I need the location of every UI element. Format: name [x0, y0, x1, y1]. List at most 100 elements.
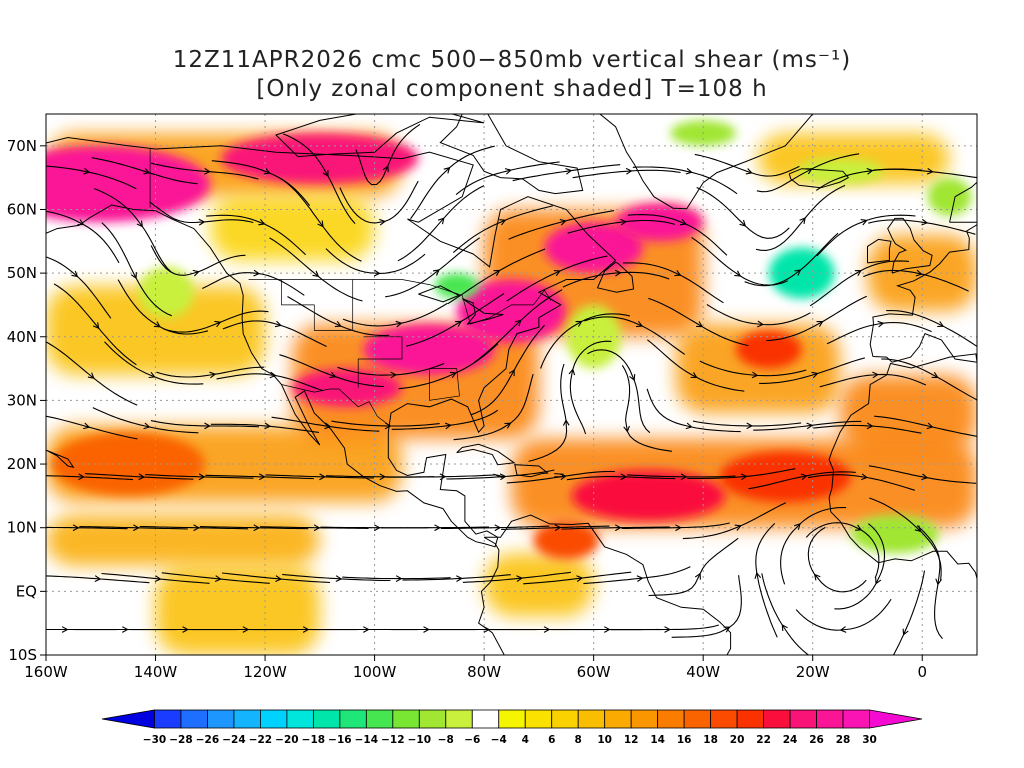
streamline-arrowhead: [694, 572, 701, 580]
streamline: [687, 468, 796, 480]
streamline-arrowhead: [504, 422, 512, 429]
streamline-arrowhead: [620, 218, 628, 226]
streamline: [874, 415, 977, 437]
streamline: [149, 201, 254, 224]
streamline: [646, 388, 741, 433]
streamline-arrowhead: [198, 473, 206, 481]
streamline-arrowhead: [319, 473, 326, 481]
streamline: [84, 473, 194, 480]
lon-tick-label: 100W: [353, 663, 397, 681]
streamline-arrowhead: [514, 319, 522, 327]
streamline-arrowhead: [258, 473, 266, 481]
streamline: [692, 420, 802, 427]
lat-tick-label: 10N: [7, 519, 37, 537]
streamline: [584, 316, 686, 355]
streamline-arrowhead: [800, 473, 808, 481]
streamline-arrowhead: [723, 626, 731, 633]
streamline-arrowhead: [937, 321, 945, 328]
streamline-arrowhead: [740, 473, 748, 481]
colorbar-swatch: [445, 709, 473, 729]
lat-tick-label: 30N: [7, 391, 37, 409]
streamline: [572, 169, 681, 179]
streamline-arrowhead: [854, 270, 862, 276]
colorbar-label: 14: [650, 734, 665, 746]
streamline-arrowhead: [935, 578, 942, 586]
streamline: [53, 283, 137, 366]
streamline: [540, 313, 631, 369]
streamline-arrowhead: [92, 322, 100, 330]
streamline: [627, 474, 736, 478]
colorbar-label: 8: [575, 734, 582, 746]
colorbar-swatch: [207, 709, 235, 729]
colorbar-label: −18: [302, 734, 325, 746]
colorbar-label: 10: [597, 734, 612, 746]
coastline: [418, 285, 461, 303]
streamline: [813, 424, 922, 434]
streamline: [869, 497, 942, 581]
streamline: [104, 341, 204, 385]
colorbar-swatch: [683, 709, 712, 729]
political-border: [429, 368, 460, 401]
streamline-arrowhead: [576, 575, 584, 582]
streamline: [398, 343, 499, 390]
streamline-arrowhead: [794, 269, 802, 276]
streamline-arrowhead: [816, 321, 824, 327]
streamline-arrowhead: [456, 575, 463, 582]
streamline: [868, 219, 976, 235]
streamline-arrowhead: [384, 422, 392, 430]
streamline-arrowhead: [132, 524, 140, 532]
streamline-arrowhead: [921, 473, 929, 481]
colorbar-swatch: [471, 709, 500, 729]
streamline-arrowhead: [926, 422, 934, 430]
streamline: [506, 255, 608, 302]
streamline-arrowhead: [872, 371, 880, 379]
streamline-arrowhead: [614, 269, 622, 277]
streamline: [873, 168, 977, 179]
streamline: [696, 186, 790, 239]
shading-band: [210, 196, 375, 261]
streamline: [621, 522, 730, 529]
colorbar-label: 28: [836, 734, 851, 746]
streamline: [755, 523, 778, 638]
streamline-arrowhead: [679, 219, 687, 226]
colorbar-swatch: [498, 709, 526, 729]
streamline-arrowhead: [734, 524, 742, 531]
streamline: [881, 358, 977, 401]
streamline: [93, 188, 172, 273]
streamline: [391, 409, 499, 430]
colorbar-label: 18: [703, 734, 718, 746]
lat-tick-label: 50N: [7, 264, 37, 282]
streamline-arrowhead: [568, 368, 576, 376]
streamline: [46, 341, 138, 406]
streamline: [139, 525, 249, 530]
colorbar-label: 16: [677, 734, 692, 746]
streamline: [583, 566, 691, 585]
streamline-arrowhead: [242, 626, 250, 633]
streamline-arrowhead: [636, 575, 644, 582]
streamline-arrowhead: [685, 167, 693, 175]
shading-feature: [221, 133, 419, 185]
colorbar-swatch: [392, 709, 420, 729]
colorbar-swatch: [180, 709, 208, 729]
colorbar-label: 12: [624, 734, 639, 746]
colorbar-swatch: [233, 709, 261, 729]
streamline-arrowhead: [604, 626, 611, 633]
streamline-arrowhead: [559, 218, 567, 226]
shading-feature: [533, 521, 600, 560]
streamline: [816, 214, 916, 257]
streamline-arrowhead: [866, 422, 874, 430]
streamline-arrowhead: [193, 524, 200, 532]
streamline-arrowhead: [839, 626, 847, 633]
coastline: [788, 168, 850, 189]
streamline: [386, 474, 495, 478]
streamline-arrowhead: [313, 524, 321, 532]
streamline-arrowhead: [813, 573, 821, 581]
streamline: [455, 161, 560, 196]
streamline-arrowhead: [434, 524, 441, 532]
streamline: [523, 571, 632, 585]
colorbar-label: −30: [143, 734, 166, 746]
streamline: [587, 349, 651, 434]
streamline-arrowhead: [806, 422, 814, 430]
streamline: [868, 465, 977, 484]
streamline: [79, 526, 188, 530]
